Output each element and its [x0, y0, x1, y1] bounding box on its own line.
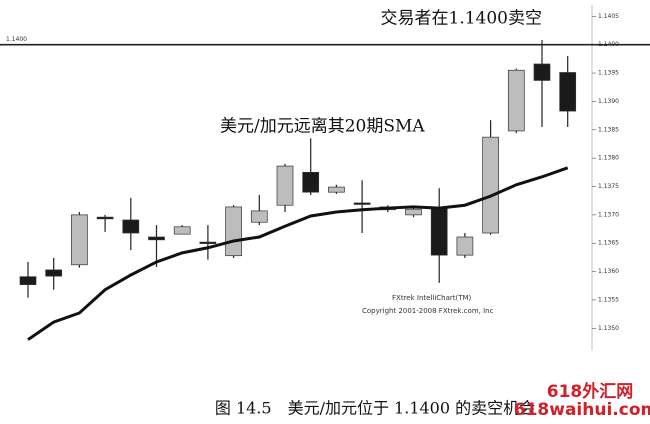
sma-line: [27, 166, 569, 341]
candle-body: [533, 63, 551, 81]
y-tick-label: 1.1405: [598, 13, 619, 20]
candle-body: [122, 219, 140, 234]
candle-body: [199, 241, 217, 244]
candle-body: [405, 208, 422, 216]
candle-body: [148, 236, 165, 241]
candle-body: [302, 171, 320, 193]
candle-body: [328, 186, 345, 193]
y-tick-label: 1.1360: [598, 268, 619, 275]
y-tick-label: 1.1385: [598, 126, 619, 133]
credit: Copyright 2001-2008 FXtrek.com, Inc: [362, 307, 494, 315]
candle-body: [250, 210, 268, 223]
caption: 图 14.5 美元/加元位于 1.1400 的卖空机会: [215, 399, 535, 418]
candle-body: [430, 207, 448, 256]
watermark: 618waihui.com: [514, 400, 650, 420]
candle-body: [173, 226, 191, 235]
candle-body: [71, 214, 88, 266]
reference-label: 1.1400: [6, 36, 27, 43]
candle-body: [456, 236, 474, 256]
candle-body: [482, 136, 499, 234]
candle-body: [507, 69, 525, 132]
candle-body: [353, 202, 371, 205]
y-tick-label: 1.1355: [598, 296, 619, 303]
y-tick-label: 1.1395: [598, 70, 619, 77]
annotation: 交易者在1.1400卖空: [381, 9, 542, 29]
annotation: 美元/加元远离其20期SMA: [220, 117, 425, 137]
candle-body: [559, 72, 577, 112]
y-tick-label: 1.1350: [598, 325, 619, 332]
candle-body: [45, 269, 63, 277]
candle-body: [19, 276, 37, 285]
watermark: 618外汇网: [547, 381, 634, 402]
y-tick-label: 1.1380: [598, 155, 619, 162]
y-tick-label: 1.1370: [598, 211, 619, 218]
candle-body: [276, 165, 294, 206]
y-tick-label: 1.1365: [598, 240, 619, 247]
y-tick-label: 1.1375: [598, 183, 619, 190]
candle-body: [225, 206, 242, 257]
y-tick-label: 1.1390: [598, 98, 619, 105]
credit: FXtrek IntelliChart(TM): [392, 294, 472, 302]
candle-body: [96, 216, 114, 220]
